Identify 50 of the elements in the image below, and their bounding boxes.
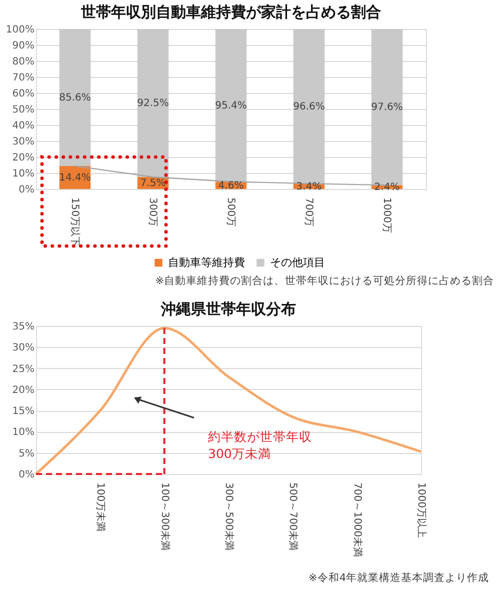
y-tick-label: 30% [12,136,34,148]
data-label: 97.6% [371,102,403,114]
legend-label: その他項目 [270,256,325,269]
y-tick-label: 30% [12,342,34,354]
y-tick-label: 100% [6,24,34,36]
y-tick-label: 0% [18,470,34,480]
chart-title: 世帯年収別自動車維持費が家計を占める割合 [80,3,381,21]
y-tick-label: 35% [12,322,34,332]
data-label: 14.4% [59,172,91,184]
x-tick-label: 500～700未満 [287,482,300,551]
bar [137,29,169,177]
x-tick-label: 150万以下 [69,198,81,247]
data-label: 7.5% [140,178,166,189]
text: ※自動車維持費の割合は、世帯年収における可処分所得に占める割合 [155,274,494,287]
x-tick-label: 500万 [225,198,236,227]
y-tick-label: 80% [12,56,34,68]
bar [59,29,91,166]
text: ※令和4年就業構造基本調査より作成 [308,571,489,584]
y-tick-label: 25% [12,364,34,375]
x-tick-label: 700万 [303,198,314,227]
y-tick-label: 20% [12,152,34,164]
y-tick-label: 15% [12,406,34,418]
bar [293,29,325,184]
y-tick-label: 20% [12,384,34,396]
x-tick-label: 100～300未満 [158,482,171,551]
line-series [34,326,422,476]
y-tick-label: 10% [12,168,34,180]
y-tick-label: 60% [12,88,34,100]
legend-label: 自動車等維持費 [168,256,245,269]
x-tick-label: 1000万 [381,198,392,233]
bar [215,29,247,182]
y-tick-label: 50% [12,104,34,116]
x-tick-label: 300～500未満 [223,482,235,551]
data-label: 85.6% [59,92,91,104]
y-tick-label: 40% [12,120,34,132]
y-tick-label: 0% [18,184,34,196]
x-tick-label: 300万 [147,198,158,227]
data-label: 92.5% [137,98,169,109]
y-tick-label: 70% [12,72,34,84]
chart-title: 沖縄県世帯年収分布 [160,300,296,318]
data-label: 95.4% [215,100,247,112]
y-tick-label: 10% [12,427,34,438]
data-label: 96.6% [293,101,325,112]
x-tick-label: 1000万以上 [416,482,428,538]
x-tick-label: 700～1000未満 [351,482,364,558]
annotation: 約半数が世帯年収 300万未満 [208,429,312,462]
x-tick-label: 100万未満 [94,482,107,532]
data-label: 4.6% [218,180,244,192]
y-tick-label: 5% [18,448,34,460]
y-tick-label: 90% [12,40,34,52]
